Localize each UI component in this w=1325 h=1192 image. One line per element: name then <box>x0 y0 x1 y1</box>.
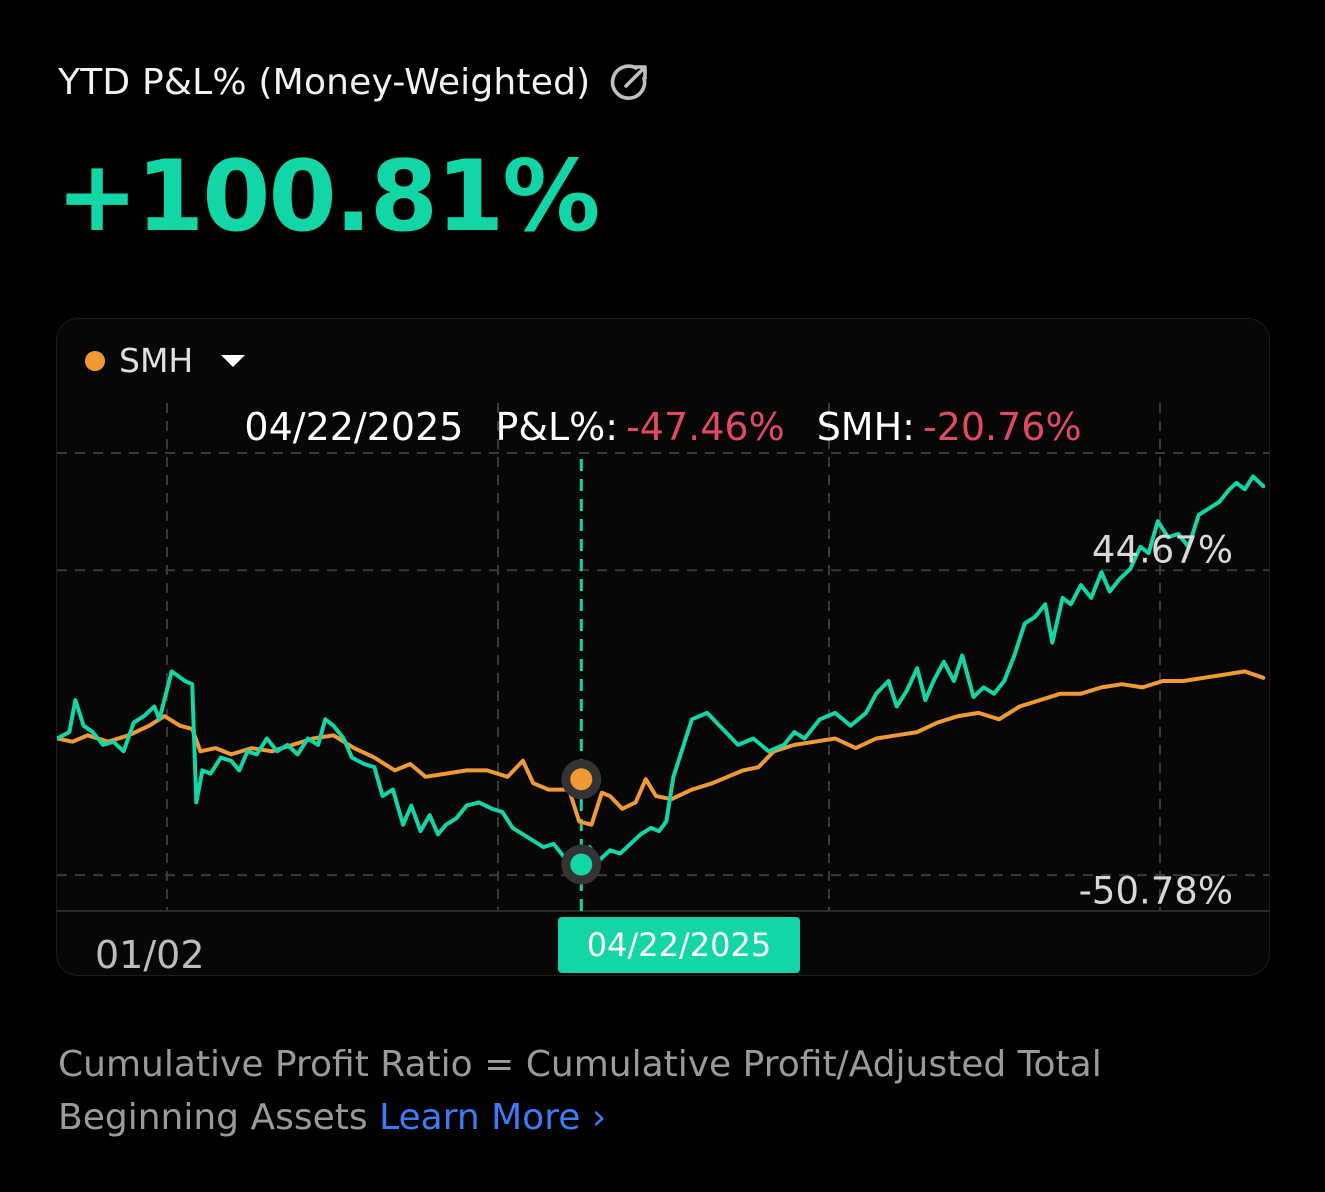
benchmark-series-line <box>57 669 1266 827</box>
tooltip-pl-label: P&L%: <box>495 405 619 449</box>
benchmark-selector[interactable]: SMH <box>85 341 246 380</box>
chart-tooltip: 04/22/2025 P&L%: -47.46% SMH: -20.76% <box>57 405 1269 449</box>
page-title: YTD P&L% (Money-Weighted) <box>58 61 591 103</box>
cursor-date-badge: 04/22/2025 <box>558 917 800 973</box>
y-axis-label: 44.67% <box>1092 529 1233 572</box>
tooltip-pl-value: -47.46% <box>626 405 785 449</box>
share-arrow-icon[interactable] <box>608 60 652 104</box>
caret-down-icon <box>221 354 246 367</box>
pl-series-line <box>57 474 1266 867</box>
pl-chart[interactable]: 44.67% -50.78% <box>57 319 1269 975</box>
chevron-right-icon: › <box>591 1097 607 1138</box>
footnote-text: Cumulative Profit Ratio = Cumulative Pro… <box>58 1044 1102 1138</box>
footnote: Cumulative Profit Ratio = Cumulative Pro… <box>58 1038 1258 1144</box>
chart-card: 44.67% -50.78% SMH 04/22/2025 P&L%: -47.4… <box>56 318 1270 976</box>
total-pl-value: +100.81% <box>56 140 600 254</box>
pl-cursor-marker <box>561 844 602 885</box>
benchmark-name: SMH <box>119 341 194 380</box>
x-axis-start-label: 01/02 <box>95 933 205 976</box>
tooltip-bench-value: -20.76% <box>922 405 1082 449</box>
page-header: YTD P&L% (Money-Weighted) <box>58 60 652 104</box>
benchmark-cursor-marker <box>561 759 602 800</box>
tooltip-date: 04/22/2025 <box>244 405 464 449</box>
benchmark-color-dot <box>85 350 105 371</box>
tooltip-bench-label: SMH: <box>816 405 915 449</box>
y-axis-label: -50.78% <box>1079 870 1233 913</box>
learn-more-link[interactable]: Learn More › <box>379 1097 606 1138</box>
learn-more-label: Learn More <box>379 1097 581 1138</box>
